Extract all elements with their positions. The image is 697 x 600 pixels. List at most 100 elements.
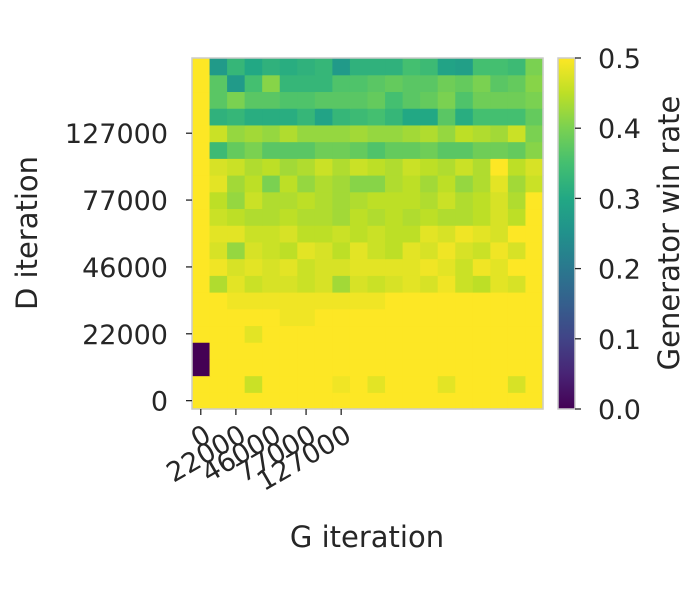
heatmap-cell <box>507 375 527 393</box>
heatmap-cell <box>455 392 474 410</box>
heatmap-cell <box>349 158 369 176</box>
heatmap-cell <box>437 241 456 260</box>
heatmap-cell <box>525 74 544 93</box>
heatmap-cell <box>490 325 509 343</box>
heatmap-cell <box>525 241 544 260</box>
heatmap-cell <box>385 275 404 293</box>
heatmap-cell <box>332 58 351 76</box>
heatmap-cell <box>455 342 474 360</box>
heatmap-cell <box>525 158 544 176</box>
heatmap-cell <box>507 108 527 126</box>
heatmap-cell <box>297 91 316 109</box>
heatmap-cell <box>367 191 386 210</box>
heatmap-cell <box>472 275 491 293</box>
heatmap-cell <box>244 141 263 159</box>
heatmap-cell <box>490 392 509 410</box>
heatmap-cell <box>192 175 211 193</box>
heatmap-cell <box>402 175 421 193</box>
heatmap-cell <box>490 124 509 143</box>
heatmap-cell <box>279 141 298 159</box>
heatmap-cell <box>525 325 544 343</box>
colorbar-tick-label: 0.1 <box>598 325 641 356</box>
heatmap-cell <box>385 124 404 143</box>
heatmap-cell <box>314 191 333 210</box>
heatmap-cell <box>420 191 439 210</box>
heatmap-cell <box>297 191 316 210</box>
heatmap-cell <box>490 191 509 210</box>
heatmap-cell <box>367 325 386 343</box>
heatmap-cell <box>332 292 351 310</box>
heatmap-cell <box>192 74 211 93</box>
heatmap-cell <box>507 308 527 327</box>
heatmap-cell <box>367 158 386 176</box>
heatmap-cell <box>455 325 474 343</box>
heatmap-cell <box>507 275 527 293</box>
colorbar <box>557 57 576 410</box>
heatmap-cell <box>332 175 351 193</box>
heatmap-cell <box>472 325 491 343</box>
y-tick-label: 127000 <box>65 119 168 150</box>
heatmap-cell <box>227 58 246 76</box>
heatmap-cell <box>297 375 316 393</box>
heatmap-cell <box>279 91 298 109</box>
heatmap-cell <box>349 358 369 377</box>
heatmap-cell <box>244 225 263 243</box>
heatmap-cell <box>472 74 491 93</box>
heatmap-cell <box>349 258 369 276</box>
heatmap-cell <box>314 342 333 360</box>
heatmap-cell <box>367 58 386 76</box>
heatmap-cell <box>332 74 351 93</box>
colorbar-ticks: 0.0 0.1 0.2 0.3 0.4 0.5 <box>575 44 641 426</box>
heatmap-cell <box>472 342 491 360</box>
heatmap-cell <box>349 175 369 193</box>
heatmap-cell <box>490 58 509 76</box>
heatmap-cell <box>332 375 351 393</box>
heatmap-cell <box>455 241 474 260</box>
heatmap-cell <box>402 225 421 243</box>
heatmap-cell <box>437 74 456 93</box>
heatmap-cell <box>244 392 263 410</box>
heatmap-cell <box>420 308 439 327</box>
heatmap-cell <box>279 225 298 243</box>
heatmap-cell <box>209 275 228 293</box>
heatmap-cell <box>385 74 404 93</box>
heatmap-cell <box>367 392 386 410</box>
heatmap-cell <box>209 191 228 210</box>
heatmap-cell <box>192 258 211 276</box>
heatmap-cell <box>314 358 333 377</box>
heatmap-cell <box>349 275 369 293</box>
heatmap-cell <box>385 141 404 159</box>
heatmap-cell <box>437 175 456 193</box>
heatmap-cell <box>244 108 263 126</box>
heatmap-cell <box>262 325 281 343</box>
heatmap-cell <box>420 258 439 276</box>
heatmap-cell <box>262 342 281 360</box>
heatmap-cell <box>525 308 544 327</box>
heatmap-cell <box>262 74 281 93</box>
heatmap-cell <box>244 191 263 210</box>
heatmap-cell <box>227 392 246 410</box>
heatmap-cell <box>262 258 281 276</box>
heatmap-cell <box>437 392 456 410</box>
heatmap-cell <box>349 392 369 410</box>
heatmap-cell <box>349 325 369 343</box>
heatmap-cell <box>490 158 509 176</box>
heatmap-cell <box>507 191 527 210</box>
heatmap-cell <box>332 358 351 377</box>
heatmap-cell <box>402 358 421 377</box>
heatmap-cell <box>244 74 263 93</box>
heatmap-cell <box>402 208 421 226</box>
heatmap-cell <box>314 208 333 226</box>
heatmap-cell <box>192 375 211 393</box>
heatmap-cell <box>297 58 316 76</box>
heatmap-cell <box>192 308 211 327</box>
heatmap-cell <box>455 225 474 243</box>
heatmap-cell <box>279 342 298 360</box>
heatmap-cell <box>332 342 351 360</box>
heatmap-cell <box>209 392 228 410</box>
heatmap-cell <box>244 158 263 176</box>
heatmap-cell <box>420 74 439 93</box>
heatmap-cell <box>349 375 369 393</box>
heatmap-cell <box>227 91 246 109</box>
